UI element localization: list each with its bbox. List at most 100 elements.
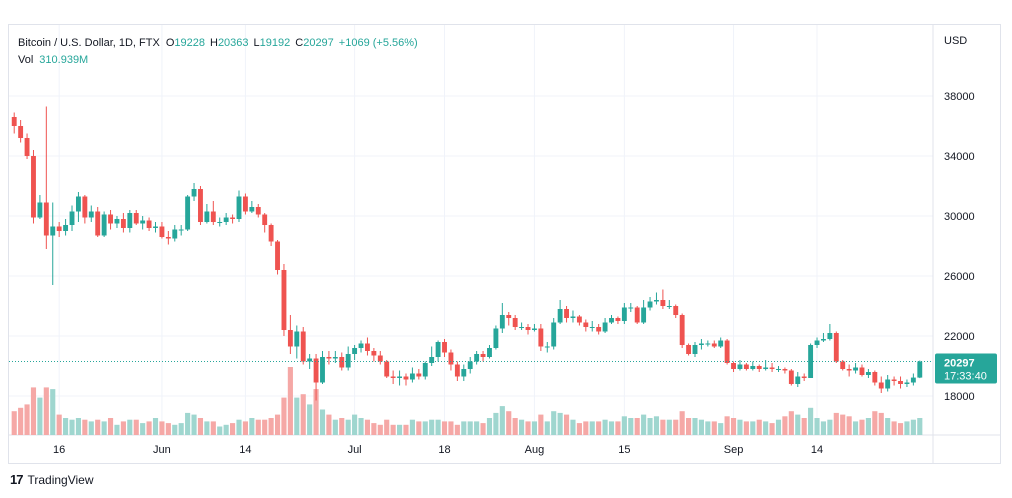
y-tick-label: 18000 (944, 391, 975, 403)
candle-body (519, 327, 525, 328)
volume-bar (448, 421, 454, 435)
volume-bar (679, 411, 685, 435)
volume-bar (891, 421, 897, 435)
chart-frame (8, 24, 1001, 464)
volume-bar (666, 419, 672, 435)
volume-bar (217, 426, 223, 435)
volume-bar (43, 387, 49, 435)
price-tag-countdown: 17:33:40 (944, 371, 987, 383)
volume-bar (904, 421, 910, 435)
ohlc-values: O19228 H20363 L19192 C20297 +1069 (+5.56… (166, 35, 418, 52)
candle-body (493, 328, 499, 348)
candle-body (287, 330, 293, 347)
candle-body (397, 376, 403, 378)
open-value: 19228 (174, 37, 205, 49)
volume-bar (506, 411, 512, 435)
volume-bar (204, 421, 210, 435)
volume-bar (692, 418, 698, 435)
candle-body (217, 222, 223, 223)
candle-body (230, 217, 236, 219)
volume-bar (480, 423, 486, 435)
candle-body (596, 327, 602, 332)
candle-body (904, 382, 910, 384)
candle-body (461, 369, 467, 377)
candle-body (56, 226, 62, 231)
candle-body (50, 226, 56, 236)
candle-body (801, 376, 807, 378)
volume-bar (24, 404, 30, 435)
candle-body (512, 318, 518, 327)
candle-body (487, 348, 492, 357)
currency-label: USD (944, 35, 967, 47)
candle-body (69, 211, 75, 225)
volume-bar (191, 414, 197, 435)
volume-bar (557, 412, 563, 435)
candle-body (467, 361, 473, 369)
volume-bar (172, 424, 178, 435)
y-tick-label: 38000 (944, 91, 975, 103)
volume-bar (756, 419, 762, 435)
candle-body (525, 327, 531, 330)
volume-bar (653, 416, 660, 435)
volume-bar (56, 414, 62, 435)
candle-body (666, 306, 672, 307)
candle-body (628, 307, 634, 309)
volume-bar (262, 419, 268, 435)
volume-bar (673, 419, 679, 435)
volume-bar (563, 414, 570, 435)
volume-row: Vol 310.939M (18, 52, 418, 69)
candle-body (846, 369, 852, 371)
candle-body (564, 309, 569, 318)
symbol-label[interactable]: Bitcoin / U.S. Dollar, 1D, FTX (18, 37, 160, 49)
volume-bar (750, 421, 756, 435)
candle-body (531, 328, 537, 330)
volume-bar (339, 418, 345, 435)
volume-bar (294, 397, 300, 435)
candle-body (82, 196, 88, 218)
candle-body (782, 369, 788, 371)
volume-bar (185, 412, 191, 435)
volume-bar (782, 416, 788, 435)
volume-bar (69, 419, 75, 435)
volume-bar (763, 421, 769, 435)
x-tick-label: Jul (348, 444, 362, 456)
volume-bar (467, 421, 473, 435)
volume-bar (885, 418, 891, 435)
volume-bar (95, 419, 101, 435)
candle-body (660, 300, 666, 306)
candle-body (737, 364, 743, 369)
candle-body (300, 331, 306, 362)
candle-body (429, 357, 435, 363)
volume-bar (872, 411, 878, 435)
volume-bar (698, 419, 704, 435)
volume-bar (788, 411, 794, 435)
candle-body (409, 373, 415, 380)
candle-body (602, 322, 608, 332)
volume-bar (544, 421, 550, 435)
candle-body (75, 196, 81, 212)
volume-bar (724, 416, 730, 435)
volume-bar (326, 414, 332, 435)
x-tick-label: Sep (724, 444, 744, 456)
candle-body (910, 377, 916, 383)
volume-bar (319, 409, 326, 435)
volume-bar (140, 423, 146, 435)
candle-body (679, 315, 685, 345)
candle-body (641, 307, 647, 323)
volume-bar (660, 419, 666, 435)
candle-body (307, 358, 313, 362)
candle-body (621, 307, 627, 321)
candle-body (204, 211, 210, 222)
brand[interactable]: 17 TradingView (10, 472, 94, 487)
candle-body (178, 229, 184, 231)
candle-body (506, 315, 512, 318)
candle-body (262, 214, 268, 225)
volume-bar (377, 424, 383, 435)
volume-bar (345, 419, 351, 435)
candle-body (146, 220, 152, 228)
candle-body (210, 211, 216, 222)
volume-bar (178, 423, 184, 435)
volume-bar (37, 397, 43, 435)
